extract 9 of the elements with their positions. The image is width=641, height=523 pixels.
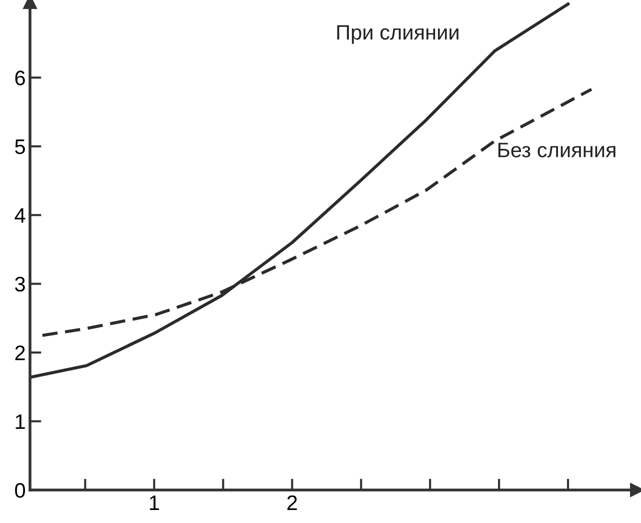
series-label: Без слияния [498, 142, 616, 158]
y-tick-label: 6 [15, 70, 25, 86]
y-tick-label: 2 [15, 346, 25, 360]
series-label: При слиянии [337, 25, 458, 44]
y-tick-label: 1 [16, 414, 25, 429]
y-tick-label: 4 [14, 208, 26, 223]
y-tick-label: 3 [15, 276, 25, 292]
y-tick-label: 0 [15, 483, 26, 498]
y-tick-label: 5 [15, 140, 25, 154]
